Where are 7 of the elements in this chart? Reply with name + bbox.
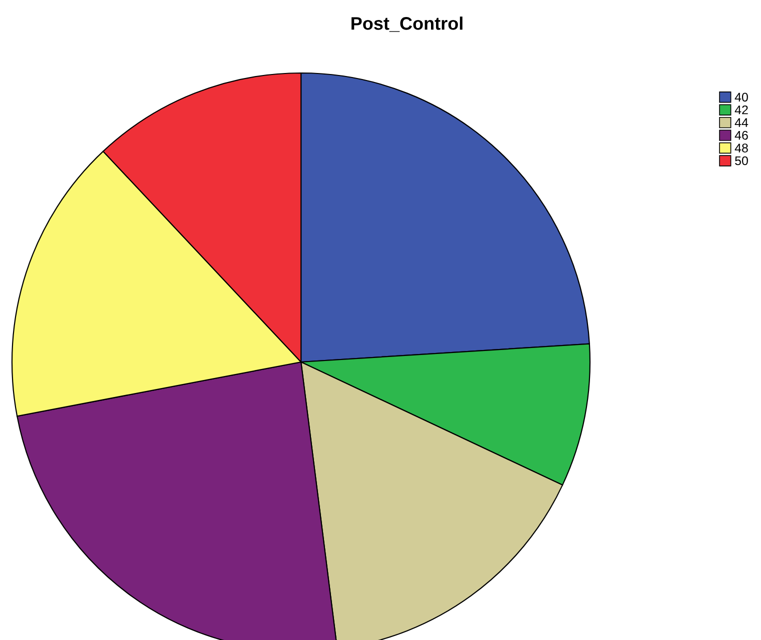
chart-title: Post_Control — [352, 16, 462, 32]
legend-label: 50 — [735, 156, 748, 166]
legend-label: 40 — [734, 92, 748, 102]
legend-label: 42 — [734, 105, 748, 114]
legend-label: 44 — [734, 118, 748, 127]
legend-label: 48 — [734, 144, 748, 152]
legend-label: 46 — [734, 130, 748, 140]
